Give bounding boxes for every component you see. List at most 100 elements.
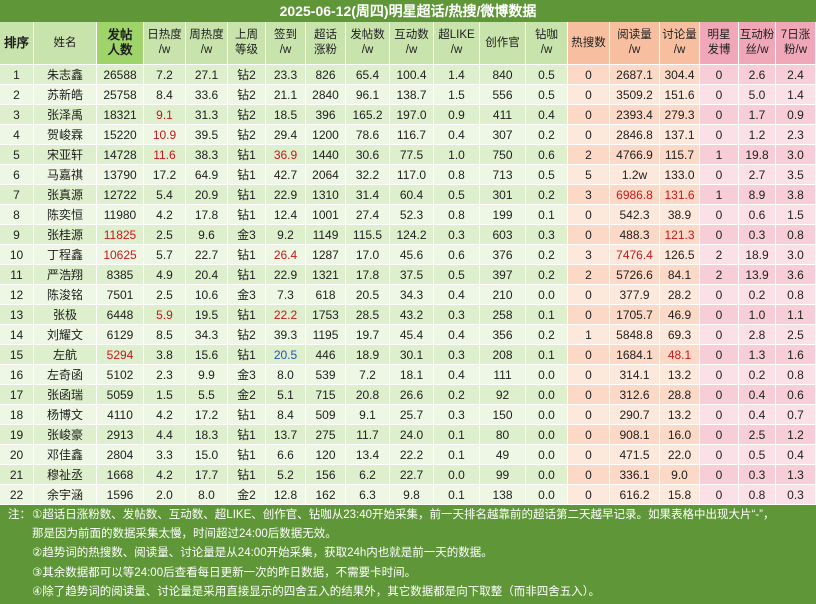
cell-daily-heat: 8.4 (144, 85, 186, 105)
header-super-like: 超LIKE/w (434, 22, 480, 65)
header-label: 讨论量 (662, 29, 697, 41)
cell-zuanka: 0.0 (526, 485, 568, 505)
cell-posts: 6.2 (346, 465, 390, 485)
note-1-continued: 那是因为前面的数据采集太慢，时间超过24:00后数据无效。 (32, 528, 337, 541)
cell-discussions: 48.1 (660, 345, 700, 365)
cell-star-posts: 0 (700, 105, 739, 125)
header-label: 发帖 (107, 28, 133, 42)
cell-interactions: 77.5 (390, 145, 434, 165)
cell-super-like: 0.1 (434, 485, 480, 505)
cell-posters: 2913 (97, 425, 144, 445)
cell-super-like: 0.8 (434, 165, 480, 185)
cell-zuanka: 0.6 (526, 145, 568, 165)
cell-weekly-heat: 27.1 (186, 65, 228, 85)
header-star-posts: 明星 发博 (700, 22, 739, 65)
cell-zuanka: 0.1 (526, 345, 568, 365)
cell-super-like: 0.5 (434, 265, 480, 285)
cell-super-like: 1.4 (434, 65, 480, 85)
cell-posters: 1668 (97, 465, 144, 485)
cell-fan-growth: 1195 (306, 325, 346, 345)
header-label: /w (450, 44, 463, 56)
cell-zuanka: 0.2 (526, 265, 568, 285)
cell-creators: 301 (480, 185, 526, 205)
cell-posts: 165.2 (346, 105, 390, 125)
header-zuanka: 钻咖/w (526, 22, 568, 65)
cell-reads: 2393.4 (610, 105, 660, 125)
cell-discussions: 9.0 (660, 465, 700, 485)
cell-fans-7d: 0.4 (776, 445, 816, 465)
cell-creators: 376 (480, 245, 526, 265)
cell-interactive-fans: 18.9 (739, 245, 776, 265)
cell-hot-searches: 0 (568, 485, 610, 505)
cell-interactions: 52.3 (390, 205, 434, 225)
cell-star-posts: 1 (700, 145, 739, 165)
header-label: 等级 (235, 44, 258, 56)
cell-posters: 26588 (97, 65, 144, 85)
header-label: 7日涨 (780, 29, 811, 41)
cell-rank: 17 (0, 385, 34, 405)
cell-zuanka: 0.2 (526, 185, 568, 205)
cell-hot-searches: 0 (568, 85, 610, 105)
cell-posts: 20.5 (346, 285, 390, 305)
cell-creators: 258 (480, 305, 526, 325)
header-label: 超话 (314, 29, 337, 41)
cell-weekly-heat: 38.3 (186, 145, 228, 165)
table-row: 11 严浩翔 8385 4.9 20.4 钻1 22.9 1321 17.8 37.5 0.5 397… (0, 265, 816, 285)
cell-rank: 7 (0, 185, 34, 205)
cell-checkin: 23.3 (266, 65, 306, 85)
cell-interactions: 25.7 (390, 405, 434, 425)
cell-super-like: 0.4 (434, 365, 480, 385)
cell-rank: 8 (0, 205, 34, 225)
cell-rank: 21 (0, 465, 34, 485)
cell-posts: 27.4 (346, 205, 390, 225)
cell-posters: 15220 (97, 125, 144, 145)
cell-star-posts: 2 (700, 245, 739, 265)
cell-fans-7d: 3.0 (776, 245, 816, 265)
cell-discussions: 15.8 (660, 485, 700, 505)
cell-zuanka: 0.0 (526, 365, 568, 385)
cell-interactive-fans: 2.6 (739, 65, 776, 85)
cell-weekly-heat: 20.4 (186, 265, 228, 285)
cell-interactive-fans: 2.7 (739, 165, 776, 185)
cell-reads: 542.3 (610, 205, 660, 225)
table-row: 19 张峻豪 2913 4.4 18.3 钻1 13.7 275 11.7 24.0 0.1 80 0.… (0, 425, 816, 445)
cell-fan-growth: 162 (306, 485, 346, 505)
cell-checkin: 18.5 (266, 105, 306, 125)
cell-last-week-level: 钻2 (228, 105, 266, 125)
cell-discussions: 84.1 (660, 265, 700, 285)
cell-reads: 6986.8 (610, 185, 660, 205)
header-hot-searches: 热搜数 (568, 22, 610, 65)
cell-daily-heat: 10.9 (144, 125, 186, 145)
cell-posts: 32.2 (346, 165, 390, 185)
table-row: 21 穆祉丞 1668 4.2 17.7 钻1 5.2 156 6.2 22.7 0.0 99 0.0 0… (0, 465, 816, 485)
cell-reads: 314.1 (610, 365, 660, 385)
cell-interactive-fans: 1.0 (739, 305, 776, 325)
cell-fan-growth: 120 (306, 445, 346, 465)
cell-fans-7d: 3.5 (776, 165, 816, 185)
cell-fan-growth: 446 (306, 345, 346, 365)
header-label: 阅读量 (617, 29, 652, 41)
cell-interactions: 116.7 (390, 125, 434, 145)
cell-hot-searches: 1 (568, 325, 610, 345)
cell-weekly-heat: 5.5 (186, 385, 228, 405)
table-body: 1 朱志鑫 26588 7.2 27.1 钻2 23.3 826 65.4 100.4 1.4 840… (0, 65, 816, 505)
table-row: 4 贺峻霖 15220 10.9 39.5 钻2 29.4 1200 78.6 116.7 0.4 3… (0, 125, 816, 145)
cell-discussions: 13.2 (660, 405, 700, 425)
header-label: 姓名 (53, 36, 77, 49)
cell-interactions: 22.2 (390, 445, 434, 465)
cell-creators: 210 (480, 285, 526, 305)
cell-fan-growth: 2840 (306, 85, 346, 105)
cell-checkin: 5.2 (266, 465, 306, 485)
cell-fan-growth: 2064 (306, 165, 346, 185)
cell-posts: 28.5 (346, 305, 390, 325)
cell-name: 张极 (34, 305, 97, 325)
cell-hot-searches: 0 (568, 425, 610, 445)
header-label: 超LIKE (438, 29, 475, 41)
cell-creators: 208 (480, 345, 526, 365)
cell-fan-growth: 715 (306, 385, 346, 405)
cell-name: 余宇涵 (34, 485, 97, 505)
cell-fan-growth: 156 (306, 465, 346, 485)
cell-star-posts: 0 (700, 365, 739, 385)
cell-name: 张泽禹 (34, 105, 97, 125)
cell-creators: 92 (480, 385, 526, 405)
